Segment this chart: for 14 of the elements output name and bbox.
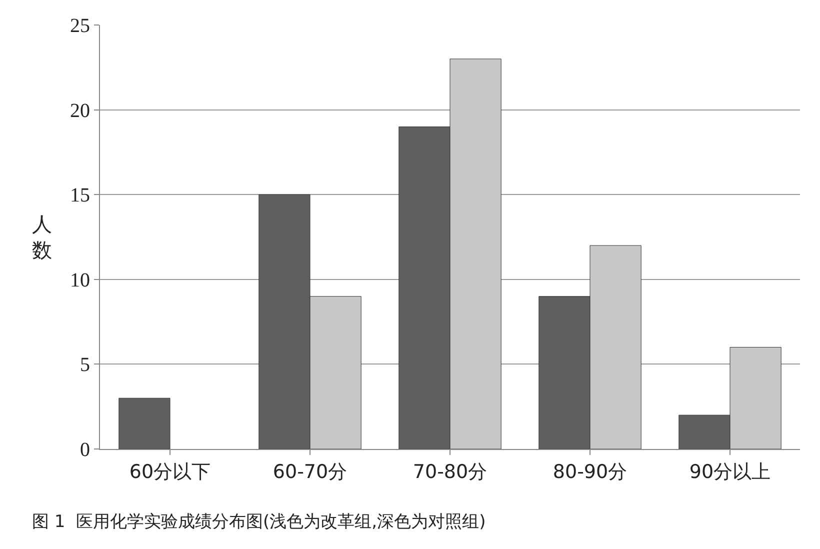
y-tick-label: 10 [70,269,90,292]
y-tick-label: 25 [70,15,90,37]
bar [118,398,170,449]
x-tick-label: 90分以上 [689,460,771,483]
x-tick-label: 80-90分 [552,460,628,483]
y-tick-label: 20 [70,100,90,122]
x-tick-label: 60-70分 [272,460,348,483]
x-tick-label: 70-80分 [412,460,488,483]
y-tick-label: 15 [70,184,90,207]
text: 图 1 医用化学实验成绩分布图(浅色为改革组,深色为对照组) [32,512,486,532]
x-tick-label: 60分以下 [129,460,211,483]
y-tick-label: 5 [80,354,90,376]
y-tick-label: 0 [80,439,90,461]
y-axis-title: 人数 [32,212,52,262]
